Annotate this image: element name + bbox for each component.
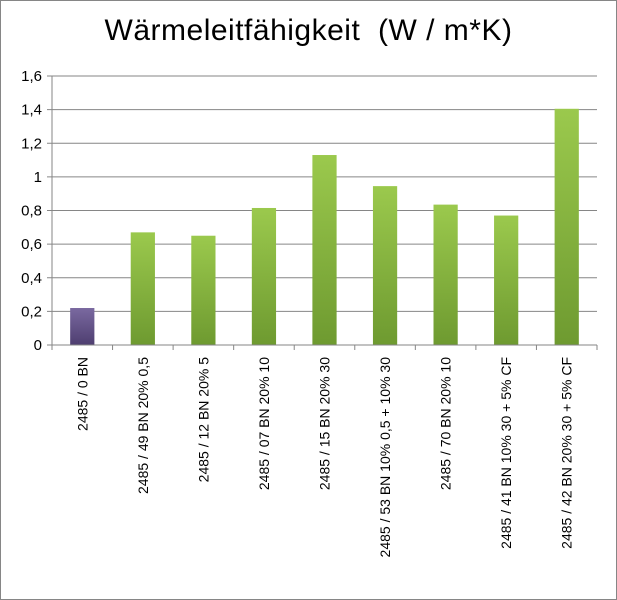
bars [70, 108, 579, 345]
x-tick-label: 2485 / 15 BN 20% 30 [317, 357, 333, 490]
y-tick-labels: 0 0,2 0,4 0,6 0,8 1 1,2 1,4 1,6 [21, 68, 42, 354]
bar [70, 308, 95, 345]
y-tick-label: 0,4 [21, 270, 42, 287]
y-tick-label: 0,2 [21, 303, 42, 320]
axes [47, 75, 598, 350]
bar [433, 204, 458, 345]
chart-title: Wärmeleitfähigkeit (W / m*K) [104, 14, 513, 47]
x-tick-label: 2485 / 70 BN 20% 10 [438, 357, 454, 490]
y-tick-label: 1,6 [21, 68, 42, 85]
y-tick-label: 0 [34, 337, 42, 354]
bar [130, 232, 155, 345]
bar [191, 235, 216, 345]
y-tick-label: 1,2 [21, 135, 42, 152]
x-tick-label: 2485 / 42 BN 20% 30 + 5% CF [559, 357, 575, 549]
x-tick-label: 2485 / 07 BN 20% 10 [256, 357, 272, 490]
y-tick-label: 0,8 [21, 203, 42, 220]
bar [554, 108, 579, 345]
y-tick-label: 1 [34, 169, 42, 186]
x-tick-label: 2485 / 12 BN 20% 5 [195, 357, 211, 483]
bar [251, 207, 277, 345]
x-tick-label: 2485 / 41 BN 10% 30 + 5% CF [498, 357, 514, 549]
bar [494, 215, 519, 345]
bar [312, 155, 337, 345]
y-tick-label: 1,4 [21, 102, 42, 119]
x-tick-label: 2485 / 49 BN 20% 0,5 [135, 357, 151, 494]
x-tick-labels: 2485 / 0 BN 2485 / 49 BN 20% 0,5 2485 / 12… [74, 357, 574, 558]
bar [372, 186, 398, 345]
x-tick-label: 2485 / 0 BN [74, 357, 90, 431]
x-tick-label: 2485 / 53 BN 10% 0,5 + 10% 30 [377, 357, 393, 558]
y-tick-label: 0,6 [21, 236, 42, 253]
